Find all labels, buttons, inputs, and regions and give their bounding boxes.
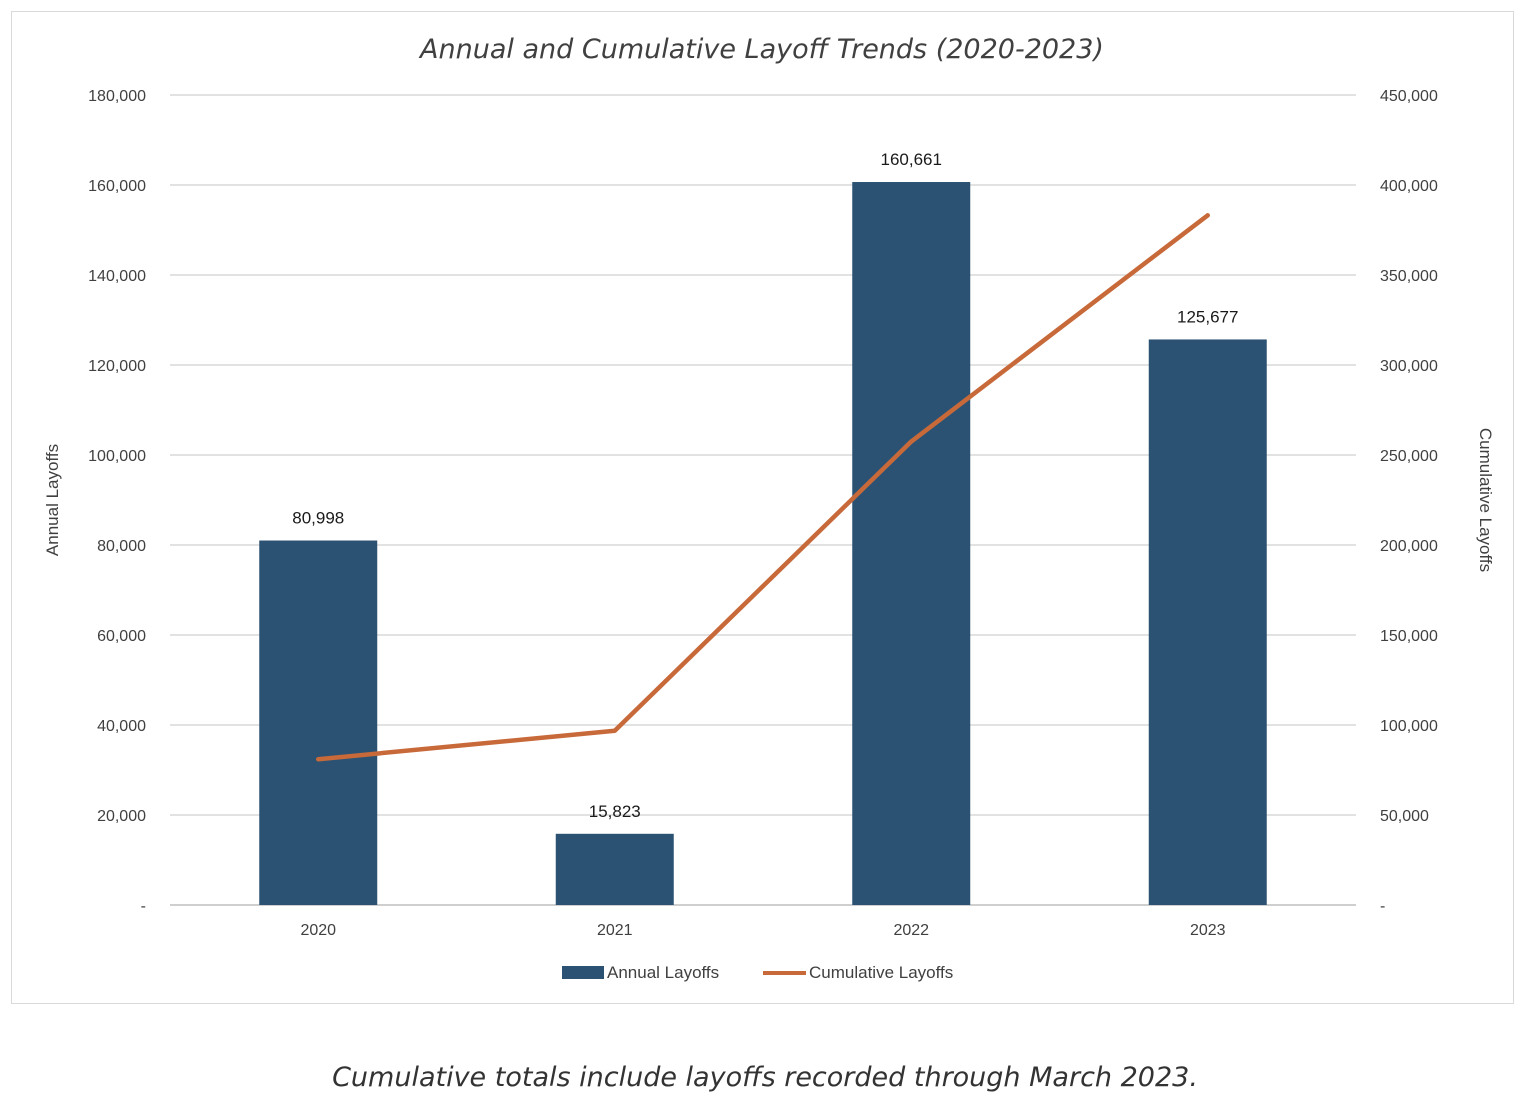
- right-axis-ticks: - 50,000 100,000 150,000 200,000 250,000 300,0…: [1380, 88, 1438, 915]
- right-tick-label: -: [1380, 898, 1385, 915]
- bar-data-labels: 80,998 15,823 160,661 125,677: [292, 150, 1238, 821]
- bar: [1148, 339, 1267, 905]
- left-axis-ticks: - 20,000 40,000 60,000 80,000 100,000 120,000 1…: [88, 88, 146, 915]
- left-tick-label: 60,000: [97, 628, 146, 645]
- legend-swatch-annual: [562, 966, 604, 979]
- x-tick-label: 2023: [1190, 922, 1226, 939]
- x-tick-label: 2020: [300, 922, 336, 939]
- bar-data-label: 15,823: [589, 802, 641, 821]
- bar: [852, 182, 971, 905]
- right-tick-label: 300,000: [1380, 358, 1438, 375]
- legend: Annual Layoffs Cumulative Layoffs: [562, 963, 953, 982]
- right-tick-label: 400,000: [1380, 178, 1438, 195]
- x-tick-label: 2022: [893, 922, 929, 939]
- left-tick-label: 120,000: [88, 358, 146, 375]
- left-axis-label: Annual Layoffs: [43, 444, 62, 556]
- left-tick-label: 100,000: [88, 448, 146, 465]
- left-tick-label: -: [141, 898, 146, 915]
- right-tick-label: 450,000: [1380, 88, 1438, 105]
- combo-chart: Annual and Cumulative Layoff Trends (202…: [43, 34, 1495, 982]
- bar-series: [259, 182, 1267, 905]
- left-tick-label: 160,000: [88, 178, 146, 195]
- legend-label-cumulative: Cumulative Layoffs: [809, 963, 953, 982]
- chart-caption: Cumulative totals include layoffs record…: [332, 1062, 1198, 1093]
- left-tick-label: 180,000: [88, 88, 146, 105]
- right-tick-label: 200,000: [1380, 538, 1438, 555]
- legend-label-annual: Annual Layoffs: [607, 963, 719, 982]
- left-tick-label: 20,000: [97, 808, 146, 825]
- bar-data-label: 80,998: [292, 509, 344, 528]
- line-series: [316, 213, 1210, 762]
- x-tick-label: 2021: [597, 922, 633, 939]
- right-tick-label: 150,000: [1380, 628, 1438, 645]
- bar: [555, 833, 674, 905]
- bar: [259, 540, 378, 905]
- left-tick-label: 80,000: [97, 538, 146, 555]
- left-tick-label: 40,000: [97, 718, 146, 735]
- bar-data-label: 160,661: [881, 150, 942, 169]
- right-tick-label: 100,000: [1380, 718, 1438, 735]
- left-tick-label: 140,000: [88, 268, 146, 285]
- cumulative-line: [316, 213, 1210, 762]
- right-tick-label: 250,000: [1380, 448, 1438, 465]
- right-tick-label: 350,000: [1380, 268, 1438, 285]
- right-tick-label: 50,000: [1380, 808, 1429, 825]
- bar-data-label: 125,677: [1177, 307, 1238, 326]
- right-axis-label: Cumulative Layoffs: [1476, 428, 1495, 572]
- chart-title: Annual and Cumulative Layoff Trends (202…: [418, 34, 1104, 65]
- x-axis-ticks: 2020 2021 2022 2023: [300, 922, 1225, 939]
